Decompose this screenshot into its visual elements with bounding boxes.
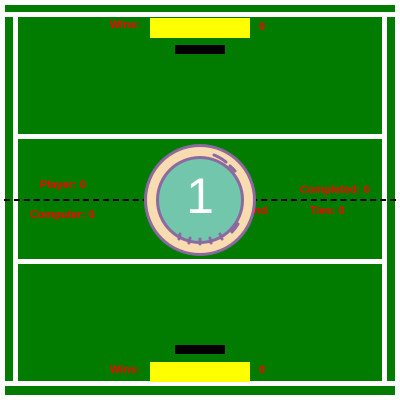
bottom-strip [5,386,395,395]
countdown-badge: 1 [142,142,258,258]
countdown-number: 1 [186,168,214,224]
player-paddle[interactable] [175,345,225,354]
top-strip [5,5,395,12]
top-wins-bar [150,18,250,38]
countdown-icon [144,144,256,256]
opponent-paddle [175,45,225,54]
player-score: Player: 0 [40,179,86,191]
field-bottom [18,264,382,381]
top-wins-value: 0 [259,21,266,33]
ties-count: Ties: 0 [310,205,345,217]
partial-hidden-text: nd [254,205,268,217]
top-wins-label: Wins: [110,19,140,31]
bottom-wins-bar [150,362,250,382]
computer-score: Computer: 0 [30,209,95,221]
bottom-wins-value: 0 [259,364,266,376]
completed-count: Completed: 0 [300,184,370,196]
bottom-wins-label: Wins: [110,364,140,376]
